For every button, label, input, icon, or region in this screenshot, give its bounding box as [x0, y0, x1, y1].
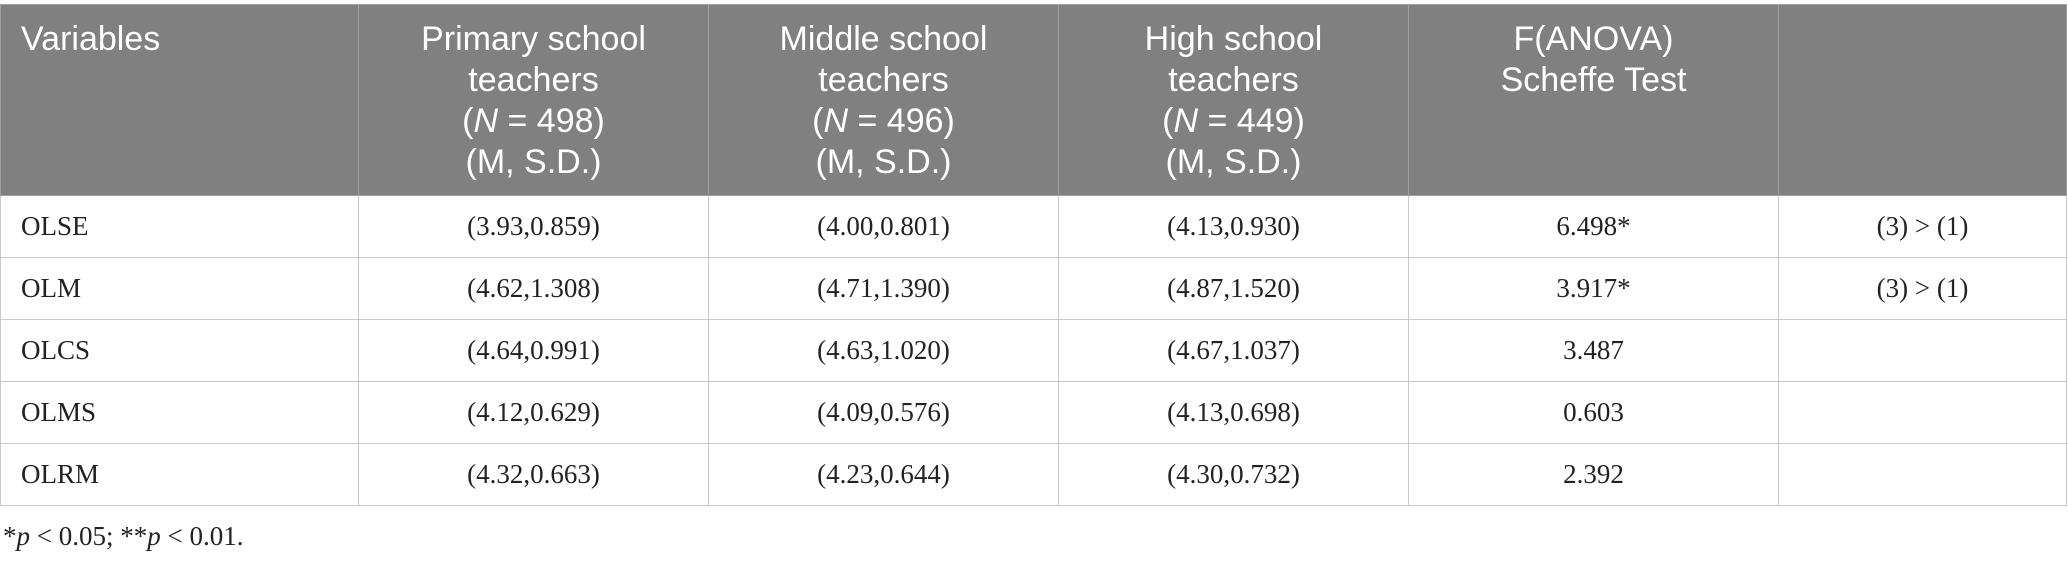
cell-f-value: 6.498* — [1408, 195, 1779, 258]
cell-f-value: 3.917* — [1408, 257, 1779, 320]
cell-f-value: 2.392 — [1408, 443, 1779, 506]
cell-variable: OLRM — [0, 443, 359, 506]
cell-primary: (4.64,0.991) — [358, 319, 709, 382]
cell-middle: (4.71,1.390) — [708, 257, 1059, 320]
header-high-n: (N = 449) — [1162, 102, 1305, 140]
cell-variable: OLM — [0, 257, 359, 320]
header-middle-line2: teachers — [818, 61, 949, 99]
table-row: OLMS (4.12,0.629) (4.09,0.576) (4.13,0.6… — [0, 381, 2067, 444]
cell-scheffe — [1778, 381, 2067, 444]
cell-variable: OLSE — [0, 195, 359, 258]
anova-table: Variables Primary school teachers (N = 4… — [0, 4, 2067, 506]
header-anova-line1: F(ANOVA) — [1513, 20, 1674, 58]
cell-primary: (4.62,1.308) — [358, 257, 709, 320]
header-high-school: High school teachers (N = 449) (M, S.D.) — [1058, 4, 1409, 196]
header-high-line2: teachers — [1168, 61, 1299, 99]
cell-high: (4.87,1.520) — [1058, 257, 1409, 320]
table-header: Variables Primary school teachers (N = 4… — [0, 4, 2067, 196]
cell-middle: (4.09,0.576) — [708, 381, 1059, 444]
cell-middle: (4.23,0.644) — [708, 443, 1059, 506]
table-row: OLM (4.62,1.308) (4.71,1.390) (4.87,1.52… — [0, 257, 2067, 320]
cell-scheffe: (3) > (1) — [1778, 257, 2067, 320]
table-row: OLSE (3.93,0.859) (4.00,0.801) (4.13,0.9… — [0, 195, 2067, 258]
header-scheffe — [1778, 4, 2067, 196]
cell-f-value: 0.603 — [1408, 381, 1779, 444]
header-middle-n: (N = 496) — [812, 102, 955, 140]
cell-variable: OLCS — [0, 319, 359, 382]
cell-middle: (4.00,0.801) — [708, 195, 1059, 258]
cell-high: (4.30,0.732) — [1058, 443, 1409, 506]
cell-middle: (4.63,1.020) — [708, 319, 1059, 382]
cell-high: (4.13,0.930) — [1058, 195, 1409, 258]
table-row: OLRM (4.32,0.663) (4.23,0.644) (4.30,0.7… — [0, 443, 2067, 506]
header-high-line1: High school — [1144, 20, 1323, 58]
cell-high: (4.13,0.698) — [1058, 381, 1409, 444]
cell-variable: OLMS — [0, 381, 359, 444]
header-high-stats: (M, S.D.) — [1165, 143, 1302, 181]
table-footnote: *p < 0.05; **p < 0.01. — [3, 521, 244, 551]
cell-scheffe — [1778, 319, 2067, 382]
header-primary-stats: (M, S.D.) — [465, 143, 602, 181]
header-anova: F(ANOVA) Scheffe Test — [1408, 4, 1779, 196]
cell-primary: (4.12,0.629) — [358, 381, 709, 444]
header-anova-line2: Scheffe Test — [1500, 61, 1687, 99]
table-body: OLSE (3.93,0.859) (4.00,0.801) (4.13,0.9… — [0, 195, 2067, 506]
header-variables: Variables — [0, 4, 359, 196]
cell-scheffe: (3) > (1) — [1778, 195, 2067, 258]
cell-f-value: 3.487 — [1408, 319, 1779, 382]
cell-primary: (3.93,0.859) — [358, 195, 709, 258]
header-middle-school: Middle school teachers (N = 496) (M, S.D… — [708, 4, 1059, 196]
header-primary-line1: Primary school — [421, 20, 646, 58]
header-row: Variables Primary school teachers (N = 4… — [0, 4, 2067, 196]
header-primary-school: Primary school teachers (N = 498) (M, S.… — [358, 4, 709, 196]
header-primary-line2: teachers — [468, 61, 599, 99]
table-row: OLCS (4.64,0.991) (4.63,1.020) (4.67,1.0… — [0, 319, 2067, 382]
cell-scheffe — [1778, 443, 2067, 506]
header-primary-n: (N = 498) — [462, 102, 605, 140]
cell-primary: (4.32,0.663) — [358, 443, 709, 506]
cell-high: (4.67,1.037) — [1058, 319, 1409, 382]
header-middle-stats: (M, S.D.) — [815, 143, 952, 181]
header-middle-line1: Middle school — [779, 20, 988, 58]
